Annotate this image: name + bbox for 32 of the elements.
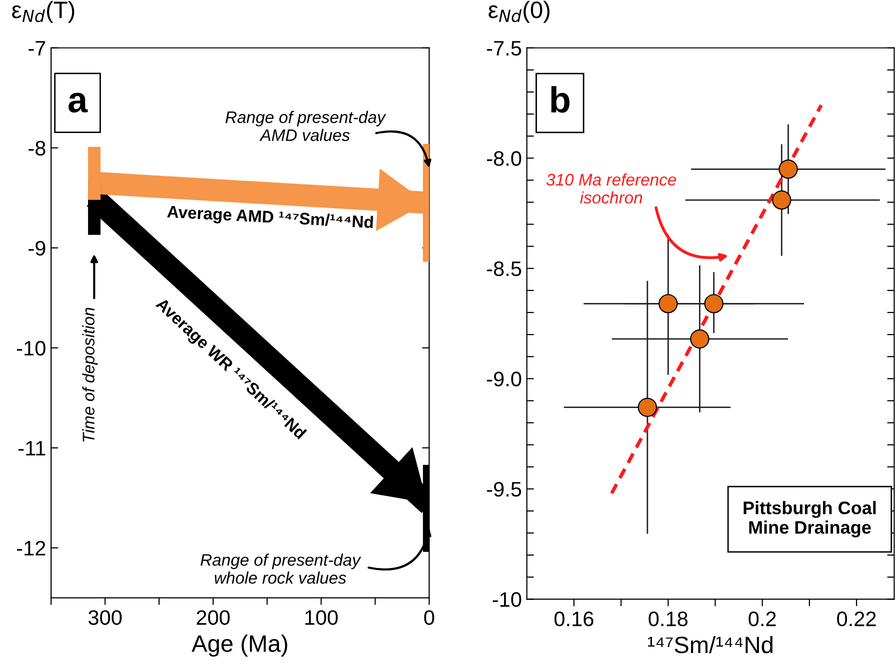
annotation: Time of deposition: [82, 308, 98, 442]
annotation: Range of present-day whole rock values: [200, 554, 362, 584]
annotation: a: [68, 92, 88, 113]
y-tick-label: -7.5: [487, 41, 522, 56]
x-tick-label: 200: [196, 610, 230, 625]
y-tick-label: -11: [18, 441, 46, 456]
x-tick-label: 300: [88, 610, 122, 625]
x-tick-label: 0.16: [554, 612, 594, 626]
x-tick-label: 0.18: [648, 612, 688, 626]
y-tick-label: -12: [17, 540, 46, 556]
y-axis-title: ε$_{Nd}$(0): [488, 0, 550, 23]
y-tick-label: -8.0: [487, 151, 522, 166]
y-tick-label: -7: [28, 41, 46, 56]
x-tick-label: 0.2: [748, 612, 776, 626]
y-tick-label: -10: [17, 340, 46, 356]
y-axis-title: ε$_{Nd}$(T): [12, 0, 74, 23]
x-axis-title: ¹⁴⁷Sm/¹⁴⁴Nd: [648, 636, 772, 654]
y-tick-label: -9.5: [487, 482, 522, 497]
x-tick-label: 0.22: [837, 612, 876, 626]
x-axis-title: Age (Ma): [192, 634, 288, 657]
y-tick-label: -8.5: [487, 261, 522, 276]
y-tick-label: -10: [492, 592, 522, 607]
y-tick-label: -8: [28, 140, 46, 156]
annotation: Average AMD ¹⁴⁷Sm/¹⁴⁴Nd: [166, 205, 374, 232]
annotation: b: [551, 86, 570, 113]
x-tick-label: 100: [305, 610, 338, 625]
y-tick-label: -9.0: [487, 372, 522, 386]
annotation: Range of present-day AMD values: [226, 110, 386, 142]
y-tick-label: -9: [28, 240, 46, 256]
x-tick-label: 0: [424, 610, 434, 625]
annotation: 310 Ma reference isochron: [546, 173, 676, 204]
annotation: Pittsburgh Coal Mine Drainage: [744, 501, 876, 538]
